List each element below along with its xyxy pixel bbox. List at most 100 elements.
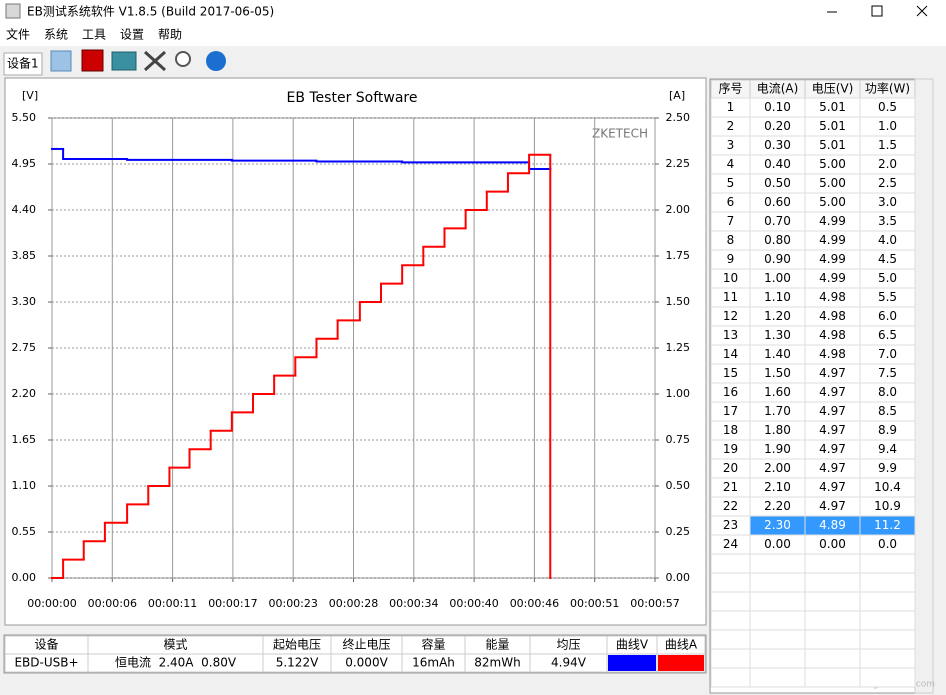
table-cell[interactable]: [804, 648, 861, 669]
column-header: 终止电压: [342, 637, 390, 652]
cell-text: 11: [723, 290, 738, 304]
cell-text: EBD-USB+: [14, 656, 78, 670]
y-tick-label: 2.75: [12, 341, 37, 354]
cell-text: 2: [727, 119, 735, 133]
table-cell[interactable]: [804, 629, 861, 650]
cell-text: 8.0: [878, 385, 897, 399]
cell-text: 1.5: [878, 138, 897, 152]
cell-text: 4.5: [878, 252, 897, 266]
table-cell[interactable]: [749, 553, 806, 574]
column-header: 能量: [485, 638, 509, 652]
table-cell[interactable]: [859, 610, 916, 631]
cell-text: 5.122V: [276, 656, 319, 670]
menu-item[interactable]: 设置: [120, 28, 144, 42]
menu-bar: [0, 24, 946, 46]
legend-swatch: [658, 655, 704, 671]
cell-text: 2.0: [878, 157, 897, 171]
cell-text: 2.20: [764, 499, 791, 513]
table-cell[interactable]: [749, 610, 806, 631]
table-cell[interactable]: [749, 648, 806, 669]
table-cell[interactable]: [859, 591, 916, 612]
column-header: 均压: [556, 638, 580, 652]
x-tick-label: 00:00:46: [510, 597, 559, 610]
cell-text: 4.99: [819, 233, 846, 247]
table-cell[interactable]: [710, 610, 751, 631]
cell-text: 1.00: [764, 271, 791, 285]
table-cell[interactable]: [710, 629, 751, 650]
table-cell[interactable]: [749, 629, 806, 650]
cell-text: 9.9: [878, 461, 897, 475]
title-bar: [0, 0, 946, 24]
x-tick-label: 00:00:17: [208, 597, 257, 610]
cell-text: 4.97: [819, 499, 846, 513]
scrollbar[interactable]: [914, 78, 934, 694]
menu-item[interactable]: 文件: [6, 27, 30, 42]
watermark-label: ZKETECH: [592, 127, 648, 141]
cell-text: 0.30: [764, 138, 791, 152]
table-cell[interactable]: [859, 667, 916, 688]
legend-label: 曲线A: [665, 638, 698, 652]
y2-tick-label: 0.00: [666, 571, 691, 584]
table-cell[interactable]: [710, 572, 751, 593]
cell-text: 1.20: [764, 309, 791, 323]
table-cell[interactable]: [859, 572, 916, 593]
tab-label[interactable]: 设备1: [7, 57, 39, 71]
y2-tick-label: 1.25: [666, 341, 691, 354]
table-cell[interactable]: [859, 629, 916, 650]
search-icon[interactable]: [175, 51, 191, 67]
table-cell[interactable]: [804, 591, 861, 612]
menu-item[interactable]: 工具: [82, 28, 106, 42]
chart-icon[interactable]: [111, 51, 137, 71]
cell-text: 0.20: [764, 119, 791, 133]
cell-text: 1.60: [764, 385, 791, 399]
y2-tick-label: 2.00: [666, 203, 691, 216]
tab[interactable]: [3, 52, 43, 76]
cell-text: 恒电流 2.40A 0.80V: [115, 656, 237, 670]
cell-text: 4.94V: [551, 656, 587, 670]
y2-tick-label: 1.50: [666, 295, 691, 308]
cell-text: 4.99: [819, 271, 846, 285]
cell-text: 3: [727, 138, 735, 152]
open-icon[interactable]: [50, 50, 72, 72]
table-cell[interactable]: [804, 572, 861, 593]
close-button[interactable]: [916, 5, 928, 17]
cell-text: 82mWh: [474, 656, 520, 670]
table-cell[interactable]: [710, 553, 751, 574]
x-tick-label: 00:00:51: [570, 597, 619, 610]
y2-tick-label: 0.75: [666, 433, 691, 446]
table-cell[interactable]: [749, 572, 806, 593]
y2-tick-label: 2.50: [666, 111, 691, 124]
cell-text: 5.01: [819, 138, 846, 152]
table-cell[interactable]: [804, 667, 861, 688]
cell-text: 5.00: [819, 195, 846, 209]
cell-text: 8.5: [878, 404, 897, 418]
menu-item[interactable]: 帮助: [158, 28, 182, 42]
info-icon[interactable]: [206, 51, 226, 71]
table-cell[interactable]: [710, 648, 751, 669]
cell-text: 5: [727, 176, 735, 190]
table-cell[interactable]: [804, 610, 861, 631]
cell-text: 0.0: [878, 537, 897, 551]
table-cell[interactable]: [859, 648, 916, 669]
cell-text: 1.30: [764, 328, 791, 342]
cell-text: 5.0: [878, 271, 897, 285]
menu-item[interactable]: 系统: [44, 28, 68, 42]
table-cell[interactable]: [749, 667, 806, 688]
table-cell[interactable]: [710, 591, 751, 612]
table-cell[interactable]: [859, 553, 916, 574]
maximize-button[interactable]: [871, 5, 883, 17]
table-cell[interactable]: [749, 591, 806, 612]
x-tick-label: 00:00:23: [268, 597, 317, 610]
tools-icon[interactable]: [143, 50, 167, 72]
cell-text: 6.5: [878, 328, 897, 342]
cell-text: 5.00: [819, 157, 846, 171]
y2-axis-label: [A]: [669, 89, 685, 102]
save-icon[interactable]: [81, 49, 104, 72]
cell-text: 5.00: [819, 176, 846, 190]
cell-text: 7: [727, 214, 735, 228]
cell-text: 0.10: [764, 100, 791, 114]
table-cell[interactable]: [710, 667, 751, 688]
cell-text: 4.99: [819, 252, 846, 266]
x-tick-label: 00:00:06: [88, 597, 137, 610]
table-cell[interactable]: [804, 553, 861, 574]
